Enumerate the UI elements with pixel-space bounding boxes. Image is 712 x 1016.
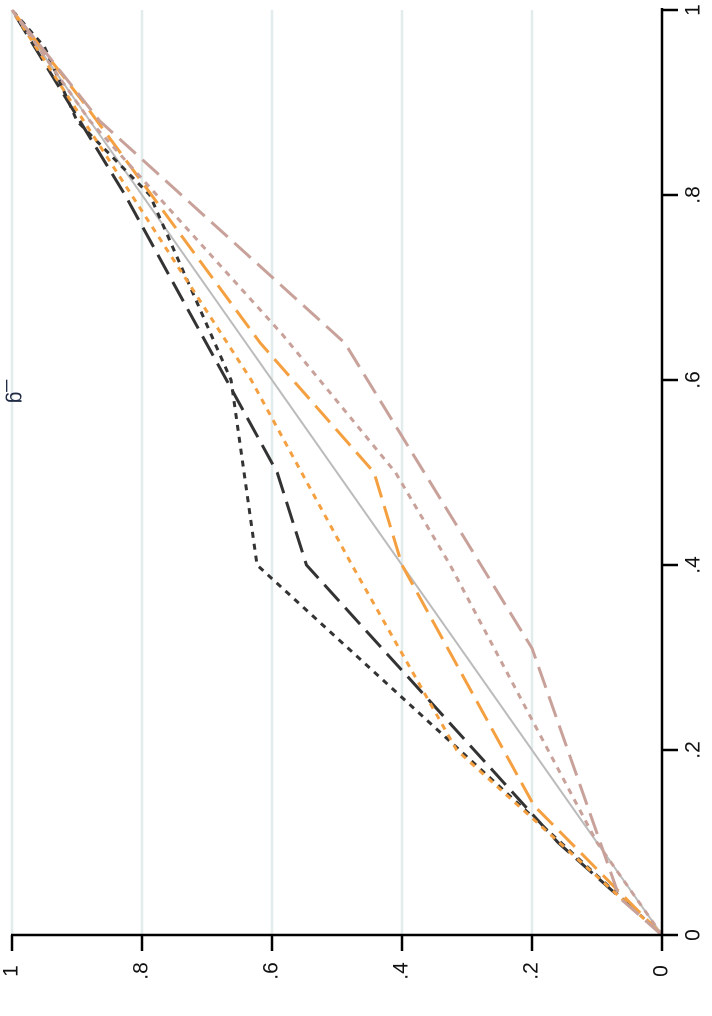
y-tick-label: .4	[390, 962, 413, 980]
y-tick-label: 1	[0, 965, 23, 977]
series-line-6	[10, 9, 664, 936]
series-line-7	[10, 9, 663, 937]
x-tick-label: .2	[682, 741, 705, 759]
series-line-4	[10, 9, 664, 937]
axes-layer	[10, 8, 678, 951]
x-tick-label: .8	[682, 186, 705, 204]
x-tick-label: 1	[682, 4, 705, 16]
y-tick-label: .6	[260, 962, 283, 980]
x-tick-label: .4	[682, 556, 705, 574]
x-tick-label: 0	[682, 929, 705, 941]
partial-title-text: _g	[5, 379, 28, 403]
y-tick-label: 0	[650, 965, 673, 977]
series-line-1	[11, 9, 663, 936]
x-tick-label: .6	[682, 371, 705, 389]
y-tick-label: .2	[520, 962, 543, 980]
series-layer	[10, 9, 664, 937]
grid-layer	[10, 10, 534, 935]
labels-layer: 0 .2 .4 .6 .8 1 0 .2 .4 .6 .8 1	[0, 4, 705, 980]
y-tick-label: .8	[130, 962, 153, 980]
series-line-3	[10, 9, 663, 937]
